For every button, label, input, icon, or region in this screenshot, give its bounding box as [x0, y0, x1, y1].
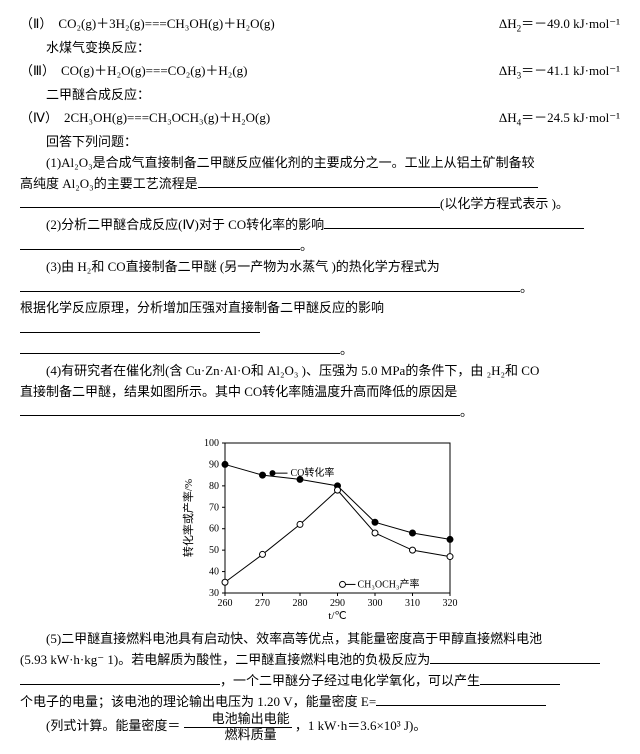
svg-text:CO转化率: CO转化率 — [291, 466, 335, 479]
equation-III: （Ⅲ） CO(g)＋H₂O(g)===CO₂(g)＋H₂(g) ΔH3＝－41.… — [20, 61, 620, 83]
q5-line5: (列式计算。能量密度＝ 电池输出电能 燃料质量 ，1 kW·h＝3.6×10³ … — [20, 712, 620, 742]
svg-text:90: 90 — [209, 460, 219, 471]
svg-text:320: 320 — [443, 598, 458, 609]
svg-text:60: 60 — [209, 524, 219, 535]
q5-line1: (5)二甲醚直接燃料电池具有启动快、效率高等优点，其能量密度高于甲醇直接燃料电池 — [20, 629, 620, 650]
q5-line4: 个电子的电量；该电池的理论输出电压为 1.20 V，能量密度 E= — [20, 692, 620, 713]
eq-II-dH: ΔH2＝－49.0 kJ·mol⁻¹ — [479, 14, 620, 36]
svg-text:280: 280 — [293, 598, 308, 609]
eq-IV-dH: ΔH4＝－24.5 kJ·mol⁻¹ — [479, 108, 620, 130]
q1-line2: 高纯度 Al₂O₃的主要工艺流程是 — [20, 174, 620, 195]
q5-line3: ，一个二甲醚分子经过电化学氧化，可以产生 — [20, 671, 620, 692]
eq-IV-formula: 2CH₃OH(g)===CH₃OCH₃(g)＋H₂O(g) — [64, 108, 270, 129]
svg-text:t/℃: t/℃ — [328, 610, 346, 622]
eq-IV-label: （Ⅳ） — [20, 108, 58, 129]
q4-line2: 直接制备二甲醚，结果如图所示。其中 CO转化率随温度升高而降低的原因是 — [20, 382, 620, 403]
q2-line2: 。 — [20, 236, 620, 257]
svg-text:300: 300 — [368, 598, 383, 609]
q3-line1: (3)由 H₂和 CO直接制备二甲醚 (另一产物为水蒸气 )的热化学方程式为 — [20, 257, 620, 278]
eq-III-dH: ΔH3＝－41.1 kJ·mol⁻¹ — [479, 61, 620, 83]
blank — [430, 663, 600, 664]
fraction: 电池输出电能 燃料质量 — [184, 712, 292, 742]
blank — [20, 353, 340, 354]
svg-text:260: 260 — [218, 598, 233, 609]
q3-line3: 根据化学反应原理，分析增加压强对直接制备二甲醚反应的影响 — [20, 298, 620, 340]
q1-line1: (1)Al₂O₃是合成气直接制备二甲醚反应催化剂的主要成分之一。工业上从铝土矿制… — [20, 153, 620, 174]
svg-text:290: 290 — [330, 598, 345, 609]
q1-line3: (以化学方程式表示 )。 — [20, 194, 620, 215]
svg-text:270: 270 — [255, 598, 270, 609]
line-chart: 30405060708090100260270280290300310320CO… — [180, 433, 460, 623]
svg-text:40: 40 — [209, 567, 219, 578]
svg-text:80: 80 — [209, 481, 219, 492]
blank — [198, 187, 538, 188]
equation-IV: （Ⅳ） 2CH₃OH(g)===CH₃OCH₃(g)＋H₂O(g) ΔH4＝－2… — [20, 108, 620, 130]
q2-line1: (2)分析二甲醚合成反应(Ⅳ)对于 CO转化率的影响 — [20, 215, 620, 236]
q4-line1: (4)有研究者在催化剂(含 Cu·Zn·Al·O和 Al₂O₃ )、压强为 5.… — [20, 361, 620, 382]
blank — [20, 415, 460, 416]
blank — [480, 684, 560, 685]
chart-container: 30405060708090100260270280290300310320CO… — [20, 433, 620, 623]
answer-prompt: 回答下列问题： — [20, 132, 620, 153]
q4-line3: 。 — [20, 402, 620, 423]
q3-line2: 。 — [20, 278, 620, 299]
blank — [324, 228, 584, 229]
blank — [20, 332, 260, 333]
eq-III-note: 二甲醚合成反应： — [20, 85, 620, 106]
svg-text:310: 310 — [405, 598, 420, 609]
svg-text:转化率或产率/%: 转化率或产率/% — [181, 479, 195, 557]
blank — [20, 249, 300, 250]
eq-II-label: （Ⅱ） — [20, 14, 52, 35]
blank — [20, 207, 440, 208]
eq-II-note: 水煤气变换反应： — [20, 38, 620, 59]
equation-II: （Ⅱ） CO₂(g)＋3H₂(g)===CH₃OH(g)＋H₂O(g) ΔH2＝… — [20, 14, 620, 36]
q5-line2: (5.93 kW·h·kg⁻ 1)。若电解质为酸性，二甲醚直接燃料电池的负极反应… — [20, 650, 620, 671]
eq-II-formula: CO₂(g)＋3H₂(g)===CH₃OH(g)＋H₂O(g) — [58, 14, 274, 35]
blank — [376, 705, 546, 706]
svg-text:100: 100 — [204, 438, 219, 449]
svg-text:CH₃OCH₃产率: CH₃OCH₃产率 — [358, 578, 420, 591]
blank — [20, 291, 520, 292]
q3-line4: 。 — [20, 340, 620, 361]
svg-text:50: 50 — [209, 545, 219, 556]
svg-text:70: 70 — [209, 502, 219, 513]
blank — [20, 684, 220, 685]
eq-III-formula: CO(g)＋H₂O(g)===CO₂(g)＋H₂(g) — [61, 61, 248, 82]
eq-III-label: （Ⅲ） — [20, 61, 55, 82]
